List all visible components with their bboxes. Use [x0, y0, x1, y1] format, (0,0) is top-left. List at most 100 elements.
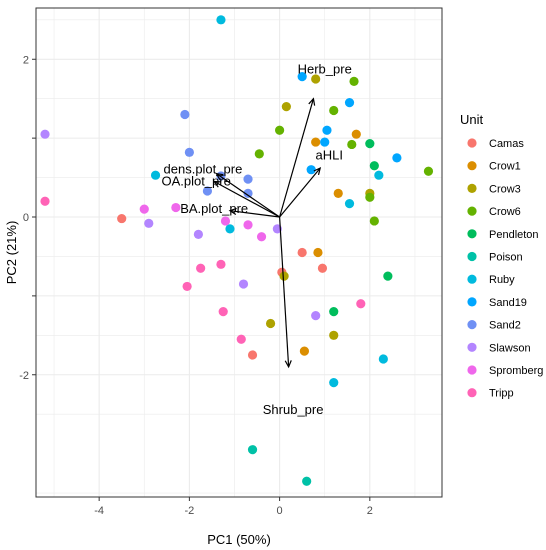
point-tripp: [182, 281, 192, 292]
loading-arrowhead: [212, 180, 222, 188]
point-crow6: [423, 166, 434, 176]
x-tick-label: 2: [367, 505, 373, 517]
point-sand19: [344, 98, 355, 108]
point-ruby: [216, 15, 226, 25]
point-spromberg: [220, 216, 231, 226]
loading-arrow: [279, 216, 290, 367]
point-crow1: [313, 247, 323, 258]
point-camas: [247, 350, 258, 360]
point-spromberg: [256, 232, 267, 242]
loading-arrow: [213, 180, 280, 218]
legend-label: Sand19: [489, 297, 527, 309]
point-ruby: [150, 170, 161, 180]
legend-key: [467, 297, 477, 307]
point-ruby: [344, 199, 355, 209]
point-poison: [247, 445, 258, 455]
loading-label: dens.plot_pre: [164, 162, 243, 177]
point-sand19: [392, 153, 402, 163]
point-sand2: [184, 147, 194, 157]
point-crow3: [265, 318, 276, 329]
legend-key: [467, 138, 477, 148]
point-sand2: [243, 188, 253, 198]
data-points: [40, 15, 434, 486]
point-spromberg: [171, 202, 181, 213]
y-tick-label: -2: [19, 370, 29, 382]
loading-label: Shrub_pre: [263, 402, 324, 417]
legend-key: [467, 274, 477, 284]
plot-panel: [36, 8, 442, 497]
point-spromberg: [139, 204, 149, 214]
legend-key: [467, 342, 477, 352]
plot-border: [35, 7, 443, 498]
point-sand19: [306, 165, 316, 175]
loading-arrowhead: [228, 207, 237, 216]
point-crow3: [329, 330, 339, 340]
point-crow1: [299, 346, 310, 356]
legend-title: Unit: [460, 112, 484, 127]
point-camas: [117, 213, 127, 224]
point-crow3: [281, 101, 291, 112]
point-ruby: [225, 224, 235, 234]
legend-label: Slawson: [489, 342, 531, 354]
point-sand2: [243, 174, 253, 184]
point-tripp: [216, 259, 226, 269]
loading-arrow: [216, 173, 280, 218]
point-crow6: [254, 149, 264, 159]
point-spromberg: [243, 220, 253, 230]
legend-key: [467, 206, 477, 216]
legend-key: [467, 161, 477, 171]
point-crow6: [275, 125, 285, 135]
legend-key: [467, 183, 477, 193]
legend: Unit Camas Crow1 Crow3 Crow6 Pendleton Poison…: [460, 112, 543, 400]
legend-key: [467, 251, 477, 262]
loading-arrowhead: [308, 97, 316, 106]
point-sand19: [322, 125, 332, 135]
point-camas: [297, 247, 307, 258]
point-tripp: [40, 196, 50, 206]
point-tripp: [218, 307, 228, 317]
point-crow6: [349, 76, 359, 86]
loading-label: BA.plot_pre: [180, 201, 248, 216]
loading-arrow: [279, 98, 315, 218]
legend-label: Tripp: [489, 388, 514, 400]
legend-label: Crow6: [489, 206, 521, 218]
point-crow6: [369, 216, 379, 226]
point-slawson: [193, 229, 203, 239]
point-camas: [317, 263, 328, 273]
legend-key: [467, 388, 477, 398]
legend-items: Camas Crow1 Crow3 Crow6 Pendleton Poison Ruby S…: [467, 138, 543, 400]
point-crow6: [329, 105, 339, 116]
legend-label: Crow3: [489, 183, 521, 195]
point-pendleton: [369, 161, 379, 171]
point-crow1: [311, 137, 321, 147]
x-tick-label: 0: [277, 505, 283, 517]
point-crow3: [279, 271, 289, 281]
legend-key: [467, 365, 477, 375]
point-crow1: [333, 188, 343, 198]
y-tick-label: 0: [23, 212, 29, 224]
loading-label: OA.plot_pre: [161, 174, 230, 189]
point-tripp: [236, 334, 246, 344]
legend-label: Poison: [489, 252, 523, 264]
x-axis-title: PC1 (50%): [207, 532, 271, 547]
point-slawson: [238, 279, 249, 289]
x-tick-label: -4: [94, 505, 104, 517]
x-tick-label: -2: [184, 505, 194, 517]
point-crow6: [365, 192, 375, 202]
y-axis-ticks: -2 0 2: [19, 54, 36, 382]
point-tripp: [196, 263, 206, 273]
point-ruby: [378, 354, 388, 364]
point-sand19: [297, 72, 307, 82]
loading-arrow: [279, 167, 321, 218]
point-crow1: [351, 129, 361, 139]
loading-arrowhead: [215, 172, 224, 181]
point-crow6: [347, 139, 357, 150]
point-sand19: [320, 137, 330, 147]
major-gridlines: [36, 8, 442, 497]
point-pendleton: [329, 307, 339, 317]
minor-gridlines: [36, 8, 442, 497]
point-slawson: [40, 129, 50, 139]
legend-label: Spromberg: [489, 365, 543, 377]
